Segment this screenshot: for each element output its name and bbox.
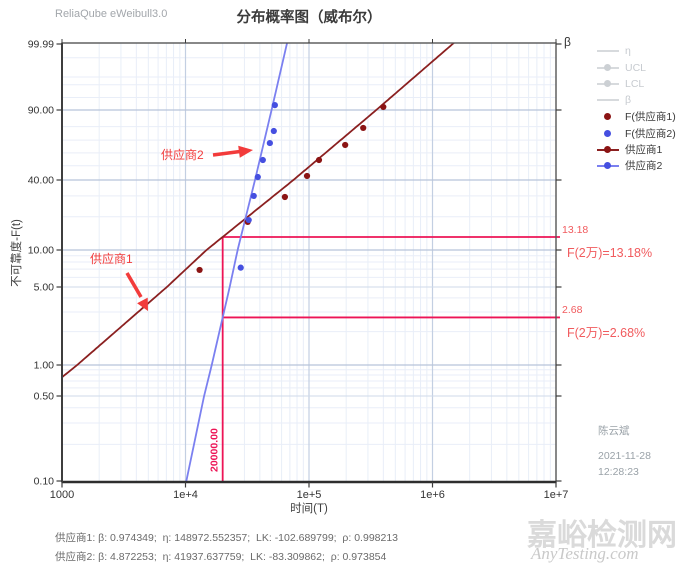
legend-dot-swatch: [604, 64, 611, 72]
watermark-site-name: 嘉峪检测网: [527, 519, 677, 552]
readout-value-13.18: 13.18: [562, 223, 589, 236]
legend-dot-swatch: [604, 162, 611, 170]
data-point-supplier1[interactable]: [303, 172, 311, 180]
legend-line-swatch: [597, 50, 619, 53]
legend-line-icon: [596, 144, 620, 156]
watermark-site-url: AnyTesting.com: [531, 544, 639, 563]
data-point-supplier2[interactable]: [237, 264, 244, 271]
legend-dot-icon: [596, 127, 620, 139]
y-tick-label: 90.00: [28, 105, 54, 117]
legend-item-2-disabled[interactable]: LCL: [596, 78, 676, 90]
y-tick-label: 40.00: [28, 175, 54, 187]
stats-supplier2: 供应商2: β: 4.872253; η: 41937.637759; LK: …: [55, 551, 387, 563]
data-point-supplier2[interactable]: [259, 156, 266, 164]
legend-item-5-active[interactable]: F(供应商2): [596, 127, 676, 140]
legend-dot-swatch: [604, 146, 611, 154]
legend-item-3-disabled[interactable]: β: [596, 94, 676, 106]
signature-time: 12:28:23: [598, 466, 639, 478]
readout-annotations: 20000.00: [209, 236, 560, 482]
signature-block: 陈云斌 2021-11-28 12:28:23: [598, 423, 651, 478]
legend-line-icon: [596, 160, 620, 172]
readout-formula-13.18: F(2万)=13.18%: [567, 245, 653, 260]
x-tick-label: 1e+5: [297, 489, 322, 501]
y-tick-label: 10.00: [28, 245, 54, 257]
legend-item-label: β: [625, 94, 632, 107]
legend-item-7-active[interactable]: 供应商2: [596, 160, 676, 172]
stats-supplier1: 供应商1: β: 0.974349; η: 148972.552357; LK:…: [55, 532, 399, 544]
legend-item-label: UCL: [625, 61, 647, 74]
legend-item-label: F(供应商2): [625, 127, 676, 140]
y-tick-label: 99.99: [28, 39, 54, 51]
legend-line-icon: [596, 62, 620, 74]
x-tick-label: 1e+4: [173, 489, 198, 501]
annotation-t-label: 20000.00: [209, 428, 221, 472]
legend-item-label: 供应商2: [625, 160, 663, 173]
legend-line-icon: [596, 94, 620, 106]
legend-dot-swatch: [604, 113, 611, 121]
legend-dot-swatch: [604, 129, 611, 137]
legend-item-6-active[interactable]: 供应商1: [596, 143, 676, 157]
signature-date: 2021-11-28: [598, 450, 651, 462]
page-title: 分布概率图（威布尔）: [236, 10, 382, 26]
arrow-supplier1-shaft: [125, 272, 143, 298]
data-point-supplier1[interactable]: [281, 193, 288, 201]
x-tick-label: 1000: [50, 489, 74, 501]
legend-item-label: η: [625, 45, 631, 58]
readout-value-2.68: 2.68: [562, 304, 583, 317]
data-point-supplier1[interactable]: [342, 141, 349, 149]
x-axis-title: 时间(T): [290, 503, 328, 515]
app-name: ReliaQube eWeibull3.0: [55, 8, 168, 20]
x-tick-label: 1e+7: [544, 489, 569, 501]
legend-item-label: LCL: [625, 77, 645, 90]
legend-line-swatch: [597, 99, 619, 102]
data-point-supplier2[interactable]: [250, 192, 257, 200]
readout-formula-2.68: F(2万)=2.68%: [567, 326, 646, 341]
series-label-supplier1: 供应商1: [90, 252, 133, 266]
legend-item-0-disabled[interactable]: η: [596, 45, 676, 57]
beta-axis-label: β: [564, 35, 571, 49]
legend-item-4-active[interactable]: F(供应商1): [596, 111, 676, 123]
data-point-supplier1[interactable]: [380, 103, 387, 111]
y-axis-title: 不可靠度-F(t): [11, 219, 23, 287]
data-point-supplier2[interactable]: [271, 102, 278, 109]
arrow-supplier2-shaft: [212, 149, 241, 157]
series-label-arrows: [125, 145, 253, 311]
legend-line-icon: [596, 45, 620, 57]
arrow-supplier1-head: [137, 297, 148, 311]
legend-line-icon: [596, 78, 620, 90]
data-point-supplier2[interactable]: [245, 216, 252, 224]
arrow-supplier2-head: [238, 145, 253, 158]
series-label-supplier2: 供应商2: [161, 148, 204, 162]
legend-item-label: 供应商1: [625, 144, 663, 157]
legend-item-label: F(供应商1): [625, 111, 676, 124]
data-point-supplier1[interactable]: [196, 266, 203, 274]
y-tick-label: 1.00: [34, 360, 55, 372]
legend-dot-icon: [596, 111, 620, 123]
data-point-supplier1[interactable]: [315, 156, 323, 164]
y-tick-label: 5.00: [34, 282, 55, 294]
data-point-supplier2[interactable]: [254, 173, 261, 181]
legend-item-1-disabled[interactable]: UCL: [596, 61, 676, 74]
axes: 99.99 90.00 40.00 10.00 5.00 1.00 0.50 0.101000…: [28, 39, 569, 502]
signature-name: 陈云斌: [598, 425, 630, 437]
legend-dot-swatch: [604, 80, 611, 88]
legend: η UCL LCL β F(供应商1) F(供应商2) 供应商1 供应商2: [596, 45, 676, 176]
grid: [62, 43, 556, 482]
data-point-supplier1[interactable]: [360, 124, 367, 132]
y-tick-label: 0.10: [34, 476, 55, 488]
data-point-supplier2[interactable]: [270, 127, 277, 135]
x-tick-label: 1e+6: [420, 489, 445, 501]
y-tick-label: 0.50: [34, 391, 55, 403]
data-point-supplier2[interactable]: [266, 139, 273, 147]
